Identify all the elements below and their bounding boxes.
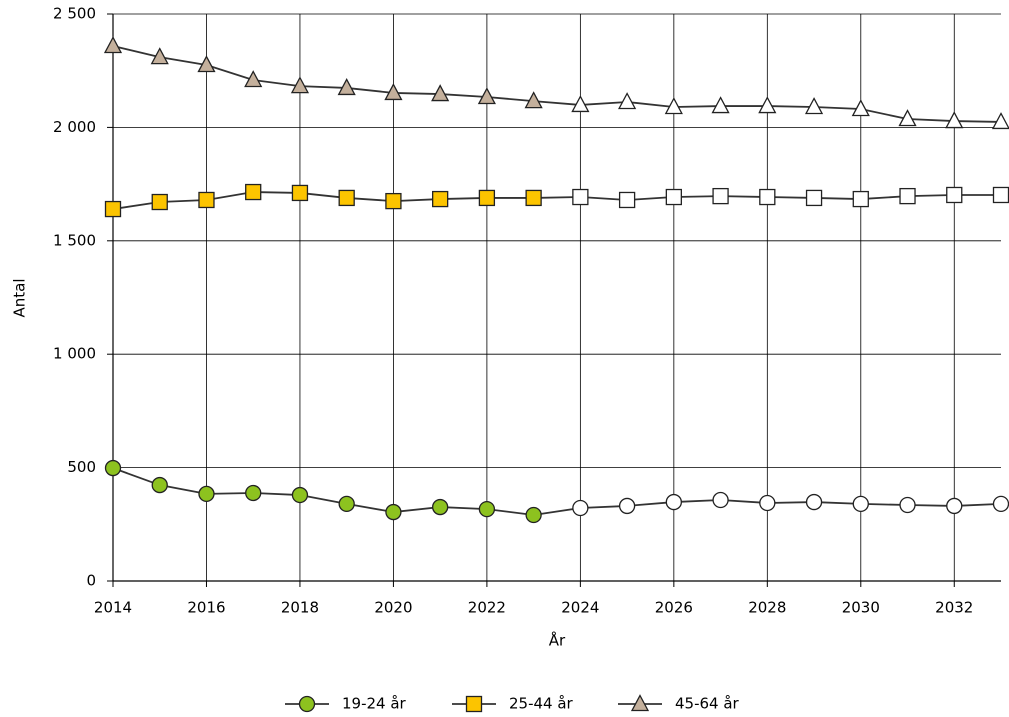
data-point — [337, 78, 356, 96]
legend-label: 19-24 år — [342, 695, 407, 713]
y-tick-label: 500 — [67, 458, 96, 476]
y-tick-label: 1 500 — [53, 231, 96, 249]
data-point — [805, 493, 823, 511]
x-tick-label: 2016 — [187, 599, 225, 617]
data-point — [291, 184, 309, 202]
x-axis-label: År — [549, 631, 566, 650]
series-line — [112, 45, 1002, 123]
data-point — [712, 187, 729, 205]
data-point — [618, 191, 636, 209]
data-point — [946, 186, 963, 204]
y-tick-label: 2 500 — [53, 5, 96, 23]
data-point — [572, 188, 589, 206]
data-point — [431, 84, 450, 102]
data-point — [852, 190, 869, 208]
data-point — [804, 97, 824, 115]
legend-marker — [630, 694, 650, 712]
data-point — [198, 191, 215, 209]
data-point — [198, 485, 215, 503]
x-tick-label: 2020 — [374, 599, 412, 617]
data-point — [104, 200, 122, 218]
data-point — [385, 503, 402, 521]
y-tick-label: 0 — [86, 572, 96, 590]
data-point — [851, 99, 870, 117]
data-point — [664, 97, 683, 115]
data-point — [571, 95, 590, 113]
legend-label: 25-44 år — [509, 695, 574, 713]
data-point — [525, 506, 542, 524]
data-point — [291, 486, 309, 504]
data-point — [432, 498, 449, 516]
x-tick-label: 2022 — [468, 599, 506, 617]
data-point — [385, 192, 402, 210]
data-point — [992, 495, 1009, 513]
x-tick-label: 2028 — [748, 599, 786, 617]
data-point — [991, 112, 1009, 130]
data-point — [338, 495, 355, 513]
x-tick-label: 2014 — [94, 599, 132, 617]
data-point — [151, 476, 168, 494]
data-point — [151, 193, 168, 211]
data-point — [478, 500, 496, 518]
x-tick-label: 2018 — [281, 599, 319, 617]
data-point — [992, 186, 1009, 204]
legend-marker — [298, 695, 316, 713]
data-point — [197, 55, 216, 73]
data-point — [665, 188, 682, 206]
data-point — [898, 109, 917, 127]
data-point — [899, 187, 916, 205]
data-point — [290, 76, 310, 94]
data-point — [852, 495, 869, 513]
data-point — [338, 189, 355, 207]
x-tick-label: 2032 — [935, 599, 973, 617]
y-tick-label: 2 000 — [53, 118, 96, 136]
data-point — [665, 493, 682, 511]
data-point — [712, 491, 729, 509]
data-point — [572, 499, 589, 517]
x-tick-label: 2024 — [561, 599, 599, 617]
data-point — [245, 183, 262, 201]
x-tick-label: 2026 — [655, 599, 693, 617]
x-tick-label: 2030 — [842, 599, 880, 617]
data-point — [711, 96, 730, 114]
y-tick-label: 1 000 — [53, 345, 96, 363]
data-point — [104, 459, 122, 477]
data-point — [103, 36, 123, 54]
data-point — [524, 91, 543, 109]
data-point — [899, 496, 916, 514]
data-point — [618, 497, 636, 515]
data-point — [384, 83, 403, 101]
legend-marker — [465, 695, 483, 713]
data-point — [432, 190, 449, 208]
data-point — [758, 96, 777, 114]
data-point — [244, 70, 263, 88]
data-point — [525, 189, 542, 207]
data-point — [945, 111, 964, 129]
data-point — [618, 92, 637, 110]
data-point — [150, 47, 169, 65]
data-point — [759, 188, 776, 206]
y-axis-label: Antal — [11, 278, 29, 317]
data-point — [759, 494, 776, 512]
data-point — [946, 497, 963, 515]
data-point — [478, 189, 496, 207]
legend-label: 45-64 år — [675, 695, 740, 713]
data-point — [245, 484, 262, 502]
data-point — [805, 189, 823, 207]
data-point — [477, 87, 496, 105]
